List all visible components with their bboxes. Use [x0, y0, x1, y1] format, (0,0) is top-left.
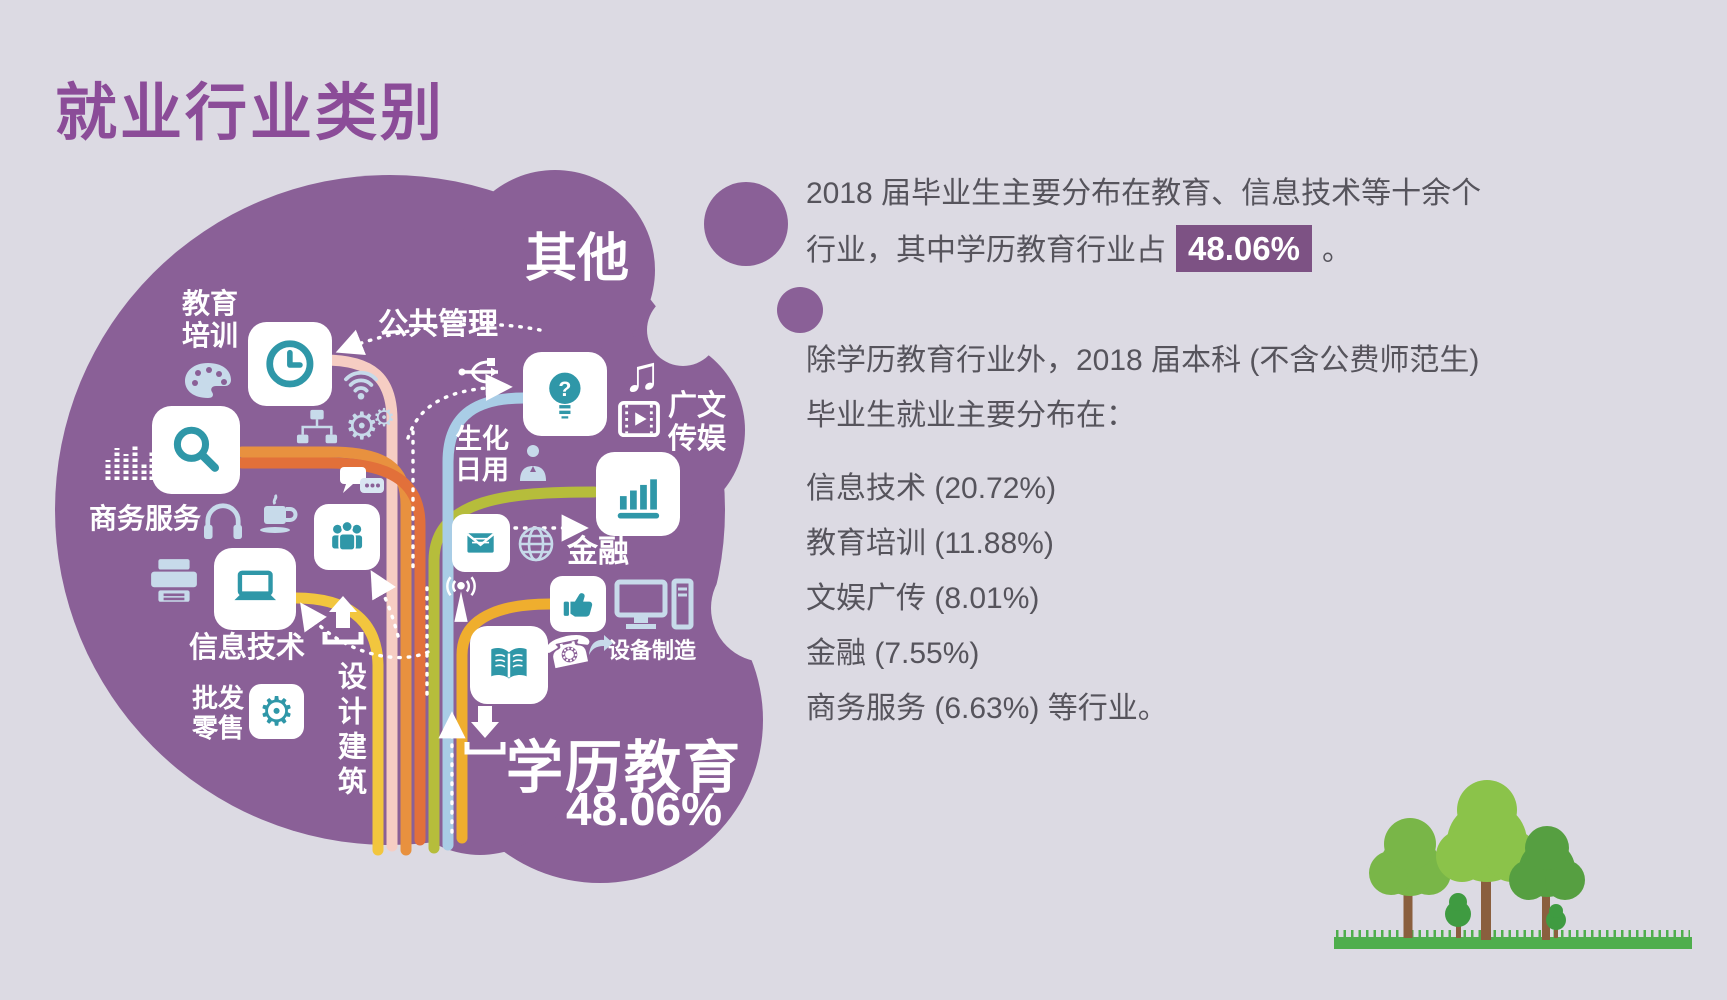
desktop-computer-icon: [612, 578, 696, 632]
label-degree-education: 学历教育: [506, 736, 742, 800]
small-tree-b: [1546, 904, 1566, 938]
thumbs-up-icon: [550, 576, 606, 632]
label-equipment-mfg: 设备制造: [607, 638, 696, 663]
book-icon: [470, 626, 548, 704]
label-business-service: 商务服务: [88, 503, 201, 534]
gears-icon: ⚙ ⚙: [344, 404, 396, 450]
small-tree-a: [1445, 893, 1471, 938]
thought-circle-small: [777, 287, 823, 333]
coffee-icon: [256, 492, 300, 536]
right-text-panel: 2018 届毕业生主要分布在教育、信息技术等十余个 行业，其中学历教育行业占 48…: [806, 166, 1626, 736]
paragraph1-line2-suffix: 。: [1321, 234, 1352, 267]
industry-item: 商务服务 (6.63%) 等行业。: [806, 692, 1168, 725]
bar-chart-icon: [596, 452, 680, 536]
idea-bulb-icon: ?: [523, 352, 607, 436]
download-icon: [462, 702, 508, 756]
gears-glyph-large: ⚙: [344, 406, 379, 448]
gears-glyph-small: ⚙: [372, 403, 396, 432]
label-wholesale-retail: 批发 零售: [191, 683, 244, 743]
music-glyph: ♫: [623, 346, 661, 402]
antenna-icon: [442, 572, 480, 628]
network-icon: [296, 408, 338, 448]
upload-icon: [321, 594, 365, 648]
team-icon: [314, 504, 380, 570]
page-title: 就业行业类别: [55, 79, 446, 148]
globe-icon: [516, 524, 556, 564]
paragraph2-line1: 除学历教育行业外，2018 届本科 (不含公费师范生): [806, 344, 1480, 377]
search-icon: [152, 406, 240, 494]
equalizer-icon: [104, 442, 154, 480]
music-note-icon: ♫: [620, 346, 664, 402]
industry-item: 文娱广传 (8.01%): [806, 582, 1040, 615]
laptop-icon: [214, 548, 296, 630]
paragraph1-line1: 2018 届毕业生主要分布在教育、信息技术等十余个: [806, 177, 1482, 210]
usb-icon: [456, 350, 510, 390]
industry-item: 信息技术 (20.72%): [806, 472, 1057, 505]
label-info-tech: 信息技术: [188, 632, 305, 664]
gear-icon: ⚙: [249, 684, 304, 739]
headphones-icon: [202, 502, 244, 540]
paragraph1-line2-prefix: 行业，其中学历教育行业占: [806, 234, 1166, 267]
industry-item: 金融 (7.55%): [806, 637, 980, 670]
paragraph2-line2: 毕业生就业主要分布在：: [806, 399, 1136, 432]
share-arrow-icon: [588, 634, 614, 658]
gear-glyph: ⚙: [258, 689, 295, 734]
label-education-training: 教育 培训: [181, 288, 238, 352]
person-icon: [518, 442, 548, 482]
svg-text:?: ?: [559, 377, 572, 401]
label-media-entertainment: 广文 传娱: [667, 390, 726, 456]
label-biochem-daily: 生化 日用: [455, 424, 509, 486]
tree-right-canopy: [1509, 826, 1585, 900]
chat-icon: [338, 464, 386, 504]
trees-illustration: [1334, 780, 1692, 949]
paragraph1-line2: 行业，其中学历教育行业占 48.06% 。: [806, 221, 1626, 276]
label-public-admin: 公共管理: [378, 308, 498, 341]
label-degree-education-percent: 48.06%: [565, 783, 722, 835]
label-design-architecture: 设计建筑: [333, 660, 366, 801]
blob-notches: [647, 294, 819, 662]
wifi-icon: [342, 368, 380, 400]
printer-icon: [148, 556, 200, 606]
film-icon: [616, 400, 662, 438]
industry-item: 教育培训 (11.88%): [806, 527, 1054, 560]
degree-education-highlight: 48.06%: [1176, 225, 1312, 272]
palette-icon: [181, 360, 235, 402]
phone-icon: ☎: [540, 625, 598, 678]
thought-circle-large: [704, 182, 788, 266]
label-finance: 金融: [567, 534, 629, 569]
mail-icon: [452, 514, 510, 572]
clock-icon: [248, 322, 332, 406]
label-other: 其他: [524, 230, 629, 288]
